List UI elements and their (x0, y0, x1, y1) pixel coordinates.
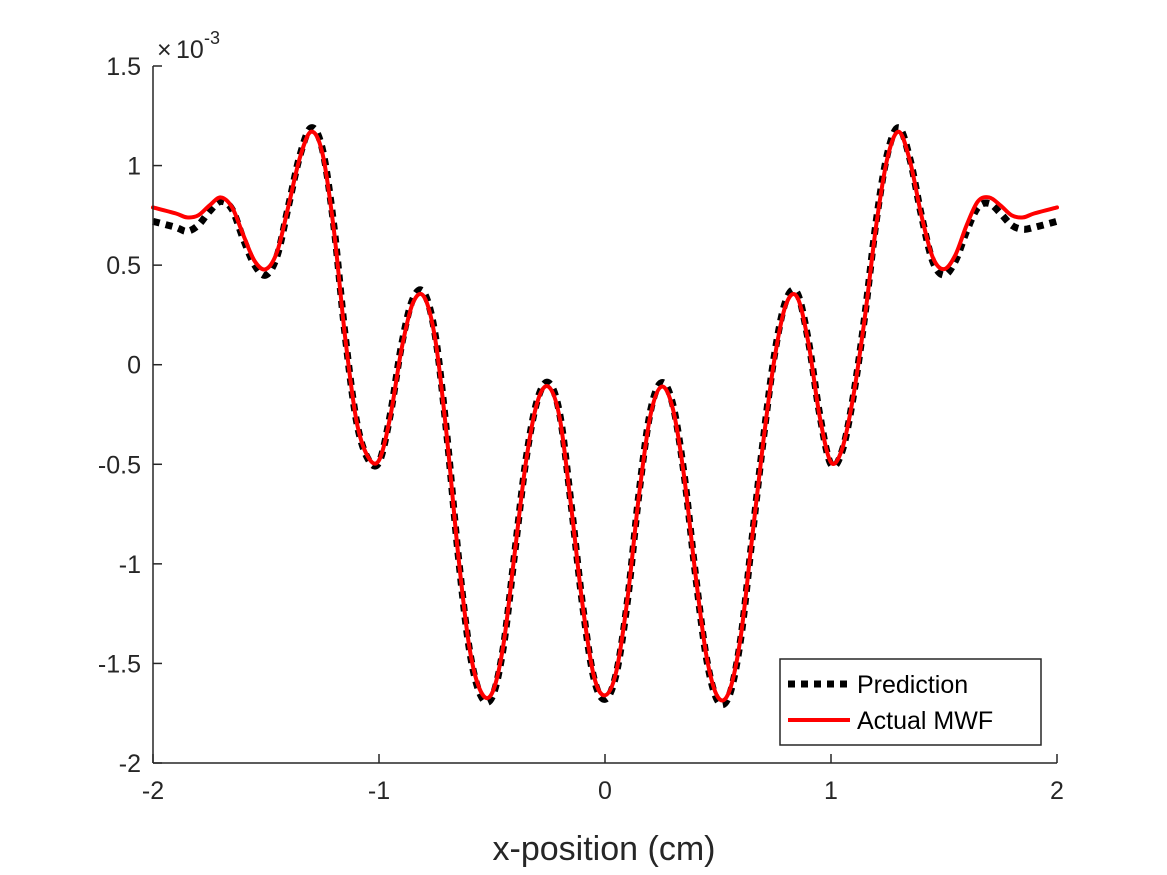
x-tick-label: 1 (824, 777, 838, 805)
series-layer (151, 124, 1059, 709)
legend-label-prediction: Prediction (857, 671, 968, 699)
x-axis-title: x-position (cm) (493, 830, 716, 868)
x-tick-label: 0 (598, 777, 612, 805)
x-tick-label: 2 (1050, 777, 1064, 805)
x-ticks: -2 -1 0 1 2 (142, 754, 1064, 805)
legend-box (779, 658, 1042, 746)
series-line-prediction (152, 124, 1058, 709)
y-tick-label: -0.5 (98, 451, 141, 479)
y-tick-label: 1.5 (106, 53, 141, 81)
y-tick-label: 0 (127, 352, 141, 380)
axes-box (153, 66, 1057, 763)
x-tick-label: -2 (142, 777, 164, 805)
multiplier-times: × (157, 36, 172, 64)
plot-area: -2 -1 0 1 2 -2 -1.5 -1 -0.5 0 0.5 1 1.5 (98, 53, 1064, 805)
legend: Prediction Actual MWF (779, 658, 1042, 746)
y-tick-label: -1.5 (98, 650, 141, 678)
y-tick-label: -1 (119, 551, 141, 579)
y-axis-multiplier: × 10 -3 (157, 28, 220, 64)
y-tick-label: 1 (127, 153, 141, 181)
series-line-actual-mwf (151, 129, 1059, 703)
legend-label-actual-mwf: Actual MWF (857, 707, 993, 735)
y-tick-label: -2 (119, 750, 141, 778)
y-tick-label: 0.5 (106, 252, 141, 280)
x-tick-label: -1 (368, 777, 390, 805)
multiplier-exponent: -3 (204, 28, 220, 48)
multiplier-base: 10 (176, 36, 204, 64)
y-ticks: -2 -1.5 -1 -0.5 0 0.5 1 1.5 (98, 53, 162, 778)
